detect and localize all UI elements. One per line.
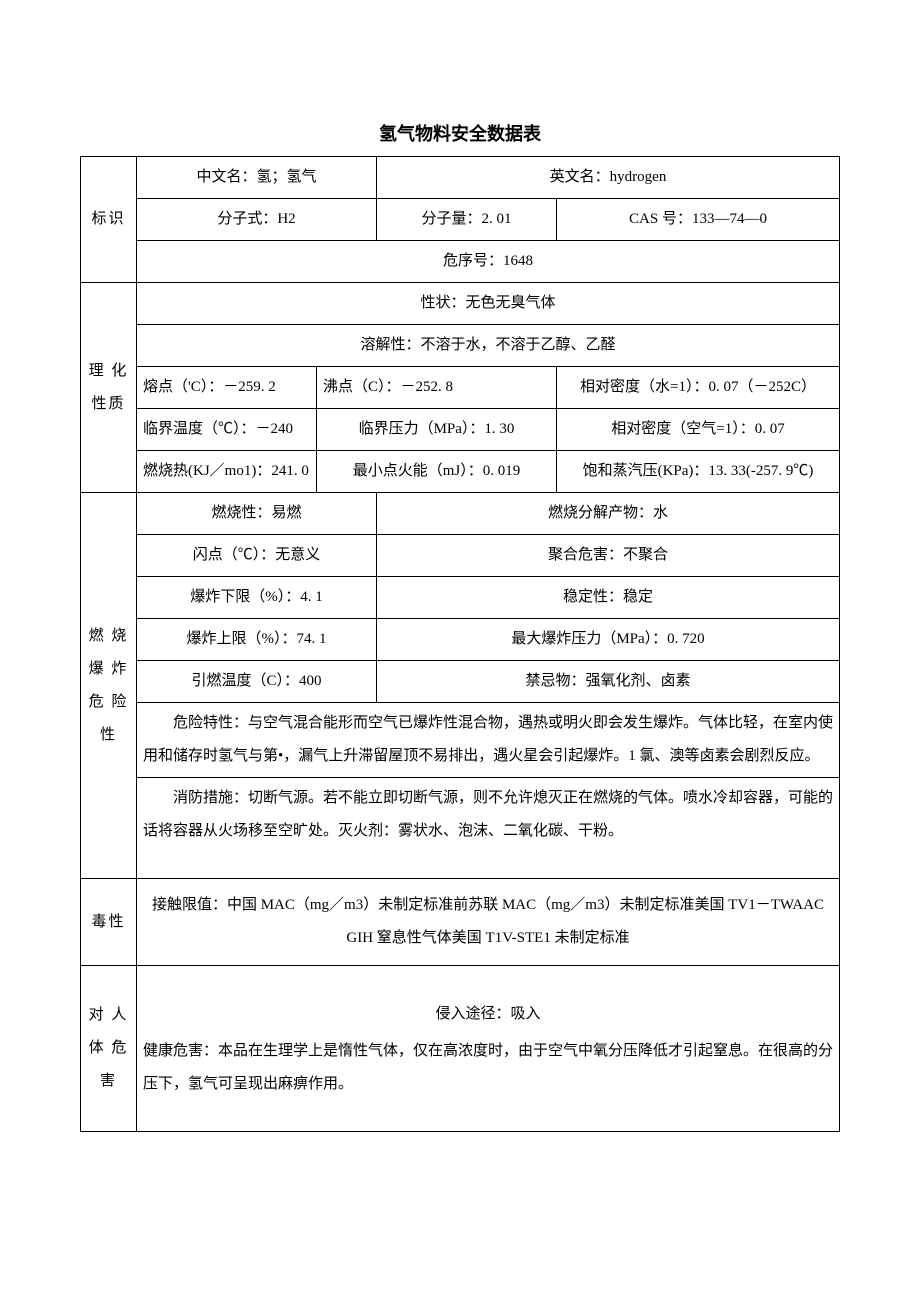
mp: 熔点（'C）：－259. 2 [137,367,317,409]
page-title: 氢气物料安全数据表 [80,120,840,146]
section-ident: 标识 [81,157,137,283]
harm-effect: 健康危害：本品在生理学上是惰性气体，仅在高浓度时，由于空气中氧分压降低才引起窒息… [143,1035,833,1101]
section-fire: 燃 烧爆 炸危 险性 [81,493,137,879]
sat-vp: 饱和蒸汽压(KPa)：13. 33(-257. 9℃) [557,451,840,493]
formula: 分子式：H2 [137,199,377,241]
mw: 分子量：2. 01 [377,199,557,241]
uel: 爆炸上限（%）：74. 1 [137,619,377,661]
cas: CAS 号：133—74—0 [557,199,840,241]
ign-temp: 引燃温度（C）：400 [137,661,377,703]
solubility: 溶解性：不溶于水，不溶于乙醇、乙醛 [137,325,840,367]
incompat: 禁忌物：强氧化剂、卤素 [377,661,840,703]
hazno: 危序号：1648 [137,241,840,283]
comb-heat: 燃烧热(KJ／mo1)：241. 0 [137,451,317,493]
tox-limits: 接触限值：中国 MAC（mg／m3）未制定标准前苏联 MAC（mg／m3）未制定… [137,879,840,966]
section-harm: 对 人体 危害 [81,966,137,1132]
crit-temp: 临界温度（℃）：－240 [137,409,317,451]
polym: 聚合危害：不聚合 [377,535,840,577]
flash: 闪点（℃）：无意义 [137,535,377,577]
decomp: 燃烧分解产物：水 [377,493,840,535]
flammability: 燃烧性：易燃 [137,493,377,535]
hazard-char: 危险特性：与空气混合能形而空气已爆炸性混合物，遇热或明火即会发生爆炸。气体比轻，… [137,703,840,778]
bp: 沸点（C）：－252. 8 [317,367,557,409]
crit-press: 临界压力（MPa）：1. 30 [317,409,557,451]
lel: 爆炸下限（%）：4. 1 [137,577,377,619]
hazard-char-text: 危险特性：与空气混合能形而空气已爆炸性混合物，遇热或明火即会发生爆炸。气体比轻，… [143,707,833,773]
firefight-text: 消防措施：切断气源。若不能立即切断气源，则不允许熄灭正在燃烧的气体。喷水冷却容器… [143,782,833,848]
harm-route: 侵入途径：吸入 [143,970,833,1035]
en-name: 英文名：hydrogen [377,157,840,199]
msds-table: 标识 中文名：氢；氢气 英文名：hydrogen 分子式：H2 分子量：2. 0… [80,156,840,1132]
rd-water: 相对密度（水=1）：0. 07（－252C） [557,367,840,409]
cn-name: 中文名：氢；氢气 [137,157,377,199]
stability: 稳定性：稳定 [377,577,840,619]
min-ign: 最小点火能（mJ）：0. 019 [317,451,557,493]
page: 氢气物料安全数据表 标识 中文名：氢；氢气 英文名：hydrogen 分子式：H… [0,0,920,1192]
firefight: 消防措施：切断气源。若不能立即切断气源，则不允许熄灭正在燃烧的气体。喷水冷却容器… [137,778,840,879]
harm-cell: 侵入途径：吸入 健康危害：本品在生理学上是惰性气体，仅在高浓度时，由于空气中氧分… [137,966,840,1132]
max-exp: 最大爆炸压力（MPa）：0. 720 [377,619,840,661]
tox-limits-text: 接触限值：中国 MAC（mg／m3）未制定标准前苏联 MAC（mg／m3）未制定… [143,883,833,961]
section-phys: 理 化性质 [81,283,137,493]
appearance: 性状：无色无臭气体 [137,283,840,325]
section-tox: 毒性 [81,879,137,966]
rd-air: 相对密度（空气=1）：0. 07 [557,409,840,451]
